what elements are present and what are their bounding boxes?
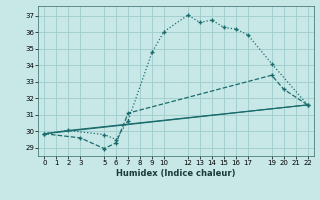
X-axis label: Humidex (Indice chaleur): Humidex (Indice chaleur) [116,169,236,178]
